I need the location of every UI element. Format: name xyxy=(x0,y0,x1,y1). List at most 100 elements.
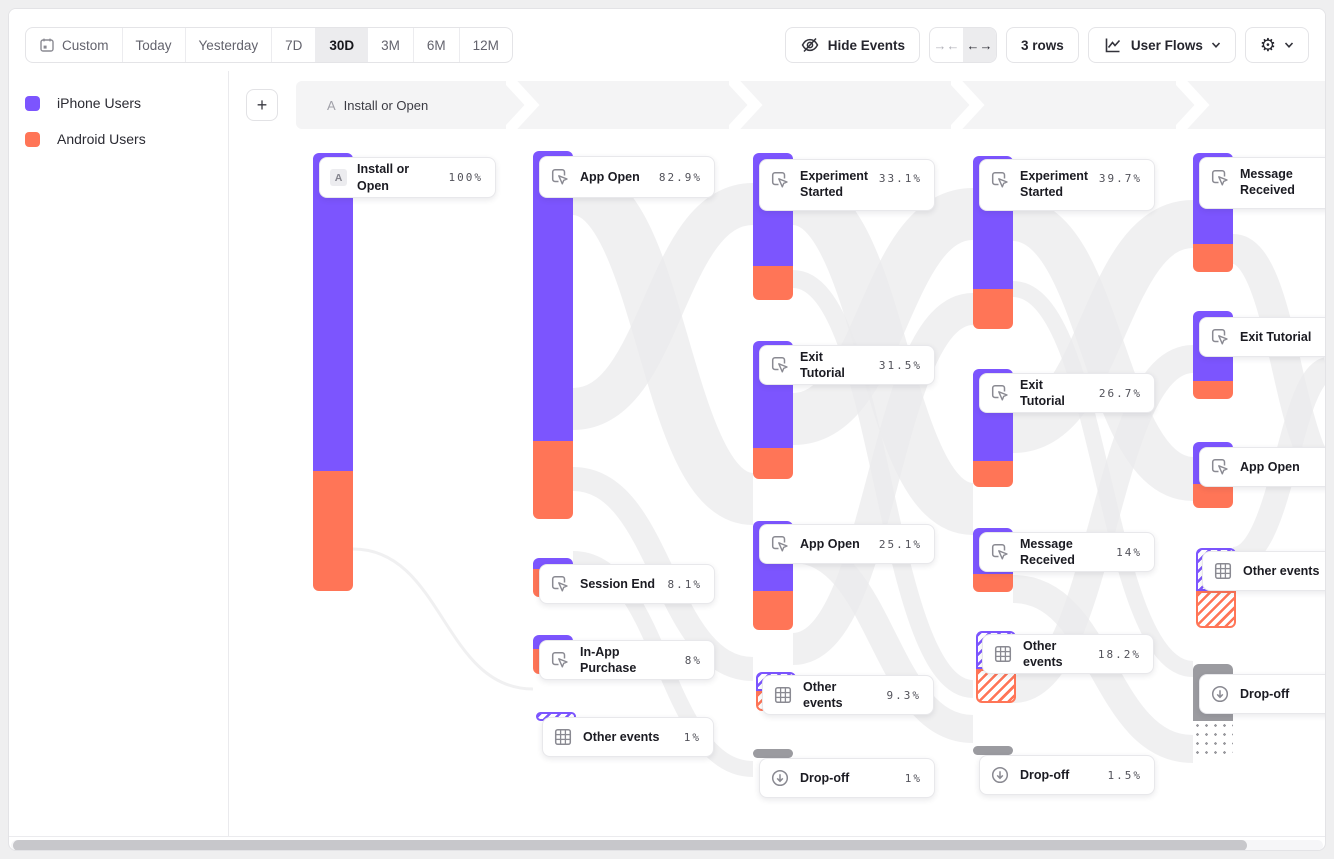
date-range-tab-label: Today xyxy=(135,37,172,53)
sankey-bar-segment[interactable] xyxy=(753,448,793,479)
horizontal-scrollbar xyxy=(11,840,1323,850)
node-percentage: 31.5% xyxy=(878,358,922,372)
date-range-tab-custom[interactable]: Custom xyxy=(26,28,123,62)
node-label: Install or Open xyxy=(357,162,410,193)
flow-node-card-other-events[interactable]: Other events 9.3% xyxy=(762,675,934,715)
node-label: Exit Tutorial xyxy=(800,349,845,380)
flow-node-card-other-events[interactable]: Other events xyxy=(1202,551,1325,591)
date-range-tab-30d[interactable]: 30D xyxy=(316,28,369,62)
node-label: Session End xyxy=(580,576,656,591)
flow-node-card-experiment-started[interactable]: Experiment Started 33.1% xyxy=(759,159,935,211)
flow-node-card-app-open[interactable]: App Open 25.1% xyxy=(759,524,935,564)
sankey-bar-segment[interactable] xyxy=(1196,591,1236,628)
node-label: Experiment Started xyxy=(800,169,869,200)
date-range-tab-12m[interactable]: 12M xyxy=(460,28,512,62)
event-click-icon xyxy=(770,534,790,554)
node-label: Other events xyxy=(1023,638,1063,669)
legend-swatch xyxy=(25,131,40,147)
sankey-bar-segment[interactable] xyxy=(753,266,793,300)
sankey-bar-segment[interactable] xyxy=(1193,244,1233,272)
node-label: App Open xyxy=(800,536,860,551)
date-range-tab-3m[interactable]: 3M xyxy=(368,28,414,62)
rows-label: 3 rows xyxy=(1021,37,1064,53)
sankey-bar-segment[interactable] xyxy=(973,574,1013,592)
flow-node-card-drop-off[interactable]: Drop-off 1% xyxy=(759,758,935,798)
node-label: In-App Purchase xyxy=(580,644,637,675)
date-range-tab-label: 30D xyxy=(329,37,355,53)
sankey-bar-segment[interactable] xyxy=(533,151,573,441)
hide-events-button[interactable]: Hide Events xyxy=(784,27,921,63)
node-label: App Open xyxy=(1240,459,1300,474)
event-click-icon xyxy=(990,383,1010,403)
flow-node-card-exit-tutorial[interactable]: Exit Tutorial xyxy=(1199,317,1325,357)
flow-node-card-drop-off[interactable]: Drop-off xyxy=(1199,674,1325,714)
node-percentage: 82.9% xyxy=(658,170,702,184)
node-percentage: 14% xyxy=(1116,545,1142,559)
collapse-columns-button[interactable]: →← xyxy=(933,37,960,53)
node-percentage: 1% xyxy=(904,771,922,785)
path-header-label: A Install or Open xyxy=(327,81,428,129)
flow-node-card-in-app-purchase[interactable]: In-App Purchase 8% xyxy=(539,640,715,680)
legend-item-iphone-users[interactable]: iPhone Users xyxy=(25,95,146,111)
sankey-bar-segment[interactable] xyxy=(753,749,793,758)
date-range-tab-7d[interactable]: 7D xyxy=(272,28,317,62)
flow-node-card-exit-tutorial[interactable]: Exit Tutorial 26.7% xyxy=(979,373,1155,413)
view-selector-button[interactable]: User Flows xyxy=(1087,27,1236,63)
date-range-tab-today[interactable]: Today xyxy=(123,28,186,62)
sankey-bar-segment[interactable] xyxy=(973,746,1013,755)
flow-node-card-session-end[interactable]: Session End 8.1% xyxy=(539,564,715,604)
path-header-strip[interactable]: A Install or Open xyxy=(296,81,1325,129)
event-click-icon xyxy=(550,650,570,670)
sankey-bar-segment[interactable] xyxy=(313,153,353,471)
legend-label: iPhone Users xyxy=(57,95,142,111)
drop-off-icon xyxy=(990,765,1010,785)
segment-legend: iPhone Users Android Users xyxy=(25,95,146,147)
app-window: Custom Today Yesterday 7D 30D 3M 6M 12M Hide Ev… xyxy=(8,8,1326,851)
flow-node-card-app-open[interactable]: App Open 82.9% xyxy=(539,156,715,198)
date-range-tab-6m[interactable]: 6M xyxy=(414,28,460,62)
settings-button[interactable]: ⚙ xyxy=(1244,27,1309,63)
node-label: Message Received xyxy=(1020,536,1075,567)
horizontal-scrollbar-thumb[interactable] xyxy=(13,840,1247,850)
flow-node-card-other-events[interactable]: Other events 1% xyxy=(542,717,714,757)
event-click-icon xyxy=(1210,457,1230,477)
sankey-bar-segment[interactable] xyxy=(533,441,573,519)
event-click-icon xyxy=(550,574,570,594)
flow-node-card-message-received[interactable]: Message Received xyxy=(1199,157,1325,209)
sankey-bar-segment[interactable] xyxy=(1193,721,1233,756)
event-click-icon xyxy=(990,542,1010,562)
rows-button[interactable]: 3 rows xyxy=(1006,27,1079,63)
toolbar-right: Hide Events →← ←→ 3 rows User Flows ⚙ xyxy=(784,27,1309,63)
flow-node-card-experiment-started[interactable]: Experiment Started 39.7% xyxy=(979,159,1155,211)
date-range-tab-label: 6M xyxy=(426,37,446,53)
sankey-bar-segment[interactable] xyxy=(533,558,573,569)
flow-node-card-message-received[interactable]: Message Received 14% xyxy=(979,532,1155,572)
sankey-bar-segment[interactable] xyxy=(973,461,1013,487)
sankey-bar-segment[interactable] xyxy=(1193,484,1233,508)
legend-item-android-users[interactable]: Android Users xyxy=(25,131,146,147)
date-range-tab-label: 12M xyxy=(472,37,499,53)
node-percentage: 26.7% xyxy=(1098,386,1142,400)
flow-chart-icon xyxy=(1103,35,1123,55)
date-range-tab-yesterday[interactable]: Yesterday xyxy=(186,28,273,62)
sankey-bar-segment[interactable] xyxy=(753,591,793,630)
flow-node-card-app-open[interactable]: App Open xyxy=(1199,447,1325,487)
date-range-picker: Custom Today Yesterday 7D 30D 3M 6M 12M xyxy=(25,27,513,63)
flow-node-card-install-or-open[interactable]: A Install or Open 100% xyxy=(319,157,496,198)
path-step-chevron-icon xyxy=(951,81,985,129)
collapse-expand-toggle: →← ←→ xyxy=(929,27,998,63)
expand-columns-button[interactable]: ←→ xyxy=(963,28,997,62)
sankey-bar-segment[interactable] xyxy=(313,471,353,591)
sankey-bar-segment[interactable] xyxy=(976,669,1016,703)
chevron-down-icon xyxy=(1284,42,1294,48)
flow-node-card-other-events[interactable]: Other events 18.2% xyxy=(982,634,1154,674)
calendar-icon xyxy=(40,38,54,52)
sidebar-divider xyxy=(228,71,229,836)
sankey-bar-segment[interactable] xyxy=(973,289,1013,329)
flow-node-card-exit-tutorial[interactable]: Exit Tutorial 31.5% xyxy=(759,345,935,385)
flow-node-card-drop-off[interactable]: Drop-off 1.5% xyxy=(979,755,1155,795)
add-step-button[interactable]: + xyxy=(246,89,278,121)
sankey-bar-segment[interactable] xyxy=(1193,381,1233,399)
legend-swatch xyxy=(25,95,40,111)
node-label: Drop-off xyxy=(800,770,850,785)
